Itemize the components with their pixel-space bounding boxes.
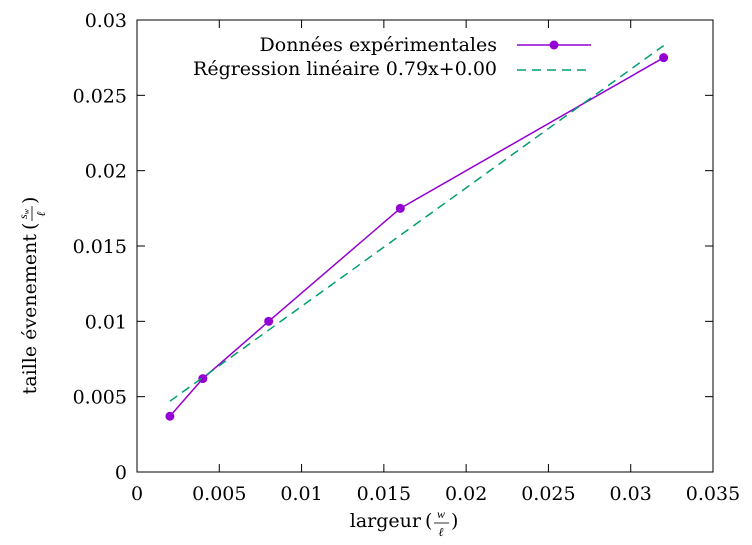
y-axis-frac-num: sw	[16, 208, 31, 219]
series-1-point	[659, 53, 669, 63]
y-axis-frac-num-sub: w	[22, 208, 31, 214]
y-axis-close-paren: )	[19, 197, 41, 204]
x-tick-label: 0.01	[280, 483, 322, 505]
x-axis-open-paren: (	[425, 510, 432, 532]
x-tick-label: 0.005	[192, 483, 246, 505]
series-1-point	[395, 203, 405, 213]
x-tick-label: 0.025	[521, 483, 575, 505]
series-2-line	[169, 45, 665, 402]
x-tick-label: 0.02	[445, 483, 487, 505]
y-tick-label: 0	[115, 462, 127, 484]
y-tick-label: 0.03	[85, 10, 127, 32]
y-axis-title: taille évenement ( sw ℓ )	[16, 197, 48, 395]
x-tick-label: 0.03	[610, 483, 652, 505]
y-tick-label: 0.02	[85, 161, 127, 183]
series-layer	[165, 45, 669, 421]
x-tick-label: 0.035	[686, 483, 740, 505]
y-axis-label: taille évenement	[19, 234, 41, 395]
y-axis-frac-num-base: s	[16, 214, 30, 219]
legend: Données expérimentales Régression linéai…	[193, 34, 591, 80]
tick-labels: 0 0.005 0.01 0.015 0.02 0.025 0.03 0.035 0 0.005 0…	[73, 10, 741, 505]
x-tick-label: 0	[131, 483, 143, 505]
x-axis-frac-den: ℓ	[439, 525, 444, 539]
y-axis-frac-den: ℓ	[34, 212, 48, 217]
x-axis-title: largeur ( w ℓ )	[350, 507, 459, 539]
y-tick-label: 0.005	[73, 387, 127, 409]
series-1-line	[169, 57, 665, 417]
series-1-point	[165, 411, 175, 421]
x-axis-close-paren: )	[451, 510, 458, 532]
x-tick-label: 0.015	[357, 483, 411, 505]
y-axis-open-paren: (	[19, 223, 41, 230]
series-1-point	[198, 374, 208, 384]
y-tick-label: 0.01	[85, 311, 127, 333]
y-tick-label: 0.015	[73, 236, 127, 258]
legend-marker-series-1	[549, 40, 559, 50]
ticks	[136, 19, 714, 473]
plot-frame	[136, 19, 714, 473]
legend-label-series-1: Données expérimentales	[260, 34, 497, 56]
y-tick-label: 0.025	[73, 85, 127, 107]
x-axis-label: largeur	[350, 510, 422, 532]
series-1-point	[264, 316, 274, 326]
x-axis-frac-num: w	[437, 507, 445, 521]
legend-label-series-2: Régression linéaire 0.79x+0.00	[193, 58, 497, 80]
